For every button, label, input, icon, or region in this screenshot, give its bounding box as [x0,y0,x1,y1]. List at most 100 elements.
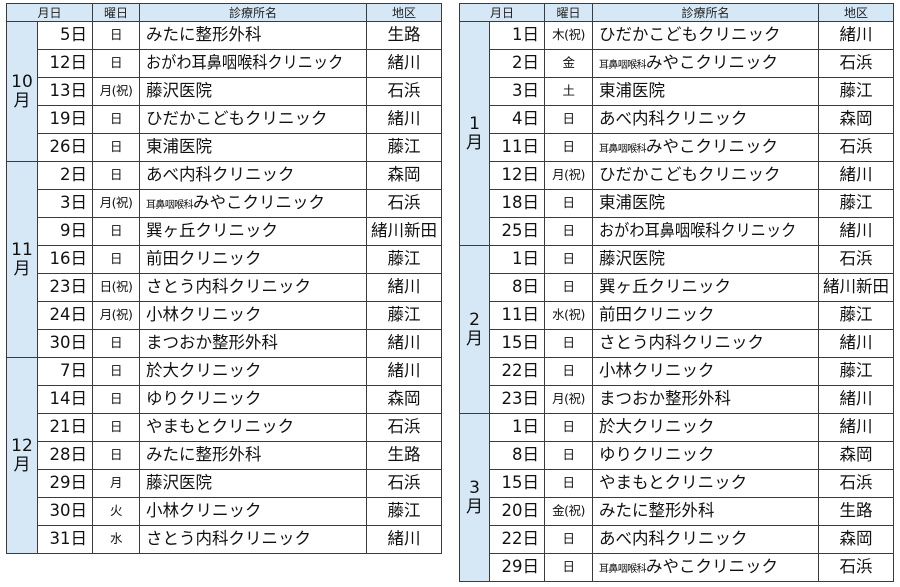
weekday-cell: 日 [92,385,141,414]
month-number: 2 [469,310,480,331]
weekday-cell: 日 [92,21,141,50]
area-cell: 石浜 [366,469,443,498]
clinic-cell: みたに整形外科 [592,497,820,526]
date-cell: 24日 [36,301,94,330]
area-cell: 緒川 [366,105,443,134]
clinic-cell: ひだかこどもクリニック [592,21,820,50]
date-cell: 8日 [488,441,546,470]
date-cell: 8日 [488,273,546,302]
table-row: 31日水さとう内科クリニック 緒川 [7,525,443,554]
area-cell: 藤江 [366,133,443,162]
area-cell: 藤江 [818,301,895,330]
schedule-table-oct-dec: 月日 曜日 診療所名 地区 10 月 5日日みたに整形外科 生路 12日日おがわ耳鼻咽喉… [5,3,443,554]
month-kanji: 月 [13,90,31,111]
month-number: 12 [11,436,33,457]
month-label: 12 月 [6,357,38,554]
month-number: 3 [469,478,480,499]
weekday-cell: 日 [92,441,141,470]
area-cell: 石浜 [818,49,895,78]
date-cell: 22日 [488,525,546,554]
weekday-cell: 日 [92,133,141,162]
area-cell: 緒川 [818,413,895,442]
date-cell: 28日 [36,441,94,470]
table-row: 15日日さとう内科クリニック 緒川 [460,329,895,358]
clinic-prefix: 耳鼻咽喉科 [599,564,647,576]
weekday-cell: 日 [544,413,594,442]
date-cell: 13日 [36,77,94,106]
table-row: 25日日おがわ耳鼻咽喉科クリニック 緒川 [460,217,895,246]
date-cell: 12日 [488,161,546,190]
header-clinic: 診療所名 [592,3,820,22]
month-number: 10 [11,72,33,93]
clinic-cell: 耳鼻咽喉科みやこクリニック [592,49,820,78]
clinic-cell: 於大クリニック [139,357,368,386]
clinic-name: 藤沢医院 [599,249,666,269]
area-cell: 藤江 [366,301,443,330]
clinic-name: まつおか整形外科 [146,333,279,353]
date-cell: 30日 [36,497,94,526]
table-row: 18日日東浦医院 藤江 [460,189,895,218]
weekday-cell: 日 [544,133,594,162]
clinic-name: みやこクリニック [646,53,779,73]
clinic-cell: 小林クリニック [139,301,368,330]
date-cell: 19日 [36,105,94,134]
area-cell: 石浜 [818,553,895,582]
header-area: 地区 [818,3,895,22]
date-cell: 20日 [488,497,546,526]
table-row: 2日金耳鼻咽喉科みやこクリニック 石浜 [460,49,895,78]
clinic-cell: まつおか整形外科 [592,385,820,414]
table-row: 15日日やまもとクリニック 石浜 [460,469,895,498]
clinic-name: みやこクリニック [193,193,326,213]
date-cell: 4日 [488,105,546,134]
clinic-cell: おがわ耳鼻咽喉科クリニック [592,217,820,246]
weekday-cell: 日 [544,357,594,386]
table-row: 29日日耳鼻咽喉科みやこクリニック 石浜 [460,553,895,582]
area-cell: 緒川 [366,273,443,302]
date-cell: 26日 [36,133,94,162]
weekday-cell: 月 [92,469,141,498]
area-cell: 緒川 [366,49,443,78]
date-cell: 3日 [488,77,546,106]
table-row: 23日 日(祝) さとう内科クリニック 緒川 [7,273,443,302]
date-cell: 18日 [488,189,546,218]
month-kanji: 月 [466,132,483,153]
area-cell: 生路 [366,21,443,50]
area-cell: 森岡 [818,441,895,470]
date-cell: 14日 [36,385,94,414]
clinic-name: 藤沢医院 [146,473,213,493]
area-cell: 藤江 [818,77,895,106]
weekday-cell: 日 [92,329,141,358]
clinic-name: あべ内科クリニック [599,529,748,549]
month-number: 1 [469,114,480,135]
table-row: 29日月藤沢医院 石浜 [7,469,443,498]
weekday-cell: 日 [544,217,594,246]
date-cell: 12日 [36,49,94,78]
area-cell: 緒川 [366,525,443,554]
area-cell: 緒川 [366,329,443,358]
clinic-cell: さとう内科クリニック [139,273,368,302]
clinic-cell: 前田クリニック [139,245,368,274]
weekday-cell: 日 [92,105,141,134]
clinic-name: ひだかこどもクリニック [599,25,781,45]
table-row: 12日日おがわ耳鼻咽喉科クリニック 緒川 [7,49,443,78]
weekday-cell: 日(祝) [92,273,141,302]
clinic-name: みやこクリニック [646,557,779,577]
area-cell: 石浜 [818,469,895,498]
clinic-cell: ひだかこどもクリニック [592,161,820,190]
clinic-cell: 耳鼻咽喉科みやこクリニック [592,133,820,162]
area-cell: 森岡 [818,525,895,554]
table-row: 11日 水(祝) 前田クリニック 藤江 [460,301,895,330]
clinic-name: ゆりクリニック [599,445,715,465]
clinic-name: 於大クリニック [599,417,715,437]
clinic-cell: やまもとクリニック [139,413,368,442]
weekday-cell: 日 [92,217,141,246]
clinic-cell: みたに整形外科 [139,21,368,50]
date-cell: 15日 [488,329,546,358]
area-cell: 森岡 [818,105,895,134]
header-row: 月日 曜日 診療所名 地区 [5,3,443,22]
table-row: 3日 月(祝) 耳鼻咽喉科みやこクリニック 石浜 [7,189,443,218]
table-row: 22日日小林クリニック 藤江 [460,357,895,386]
